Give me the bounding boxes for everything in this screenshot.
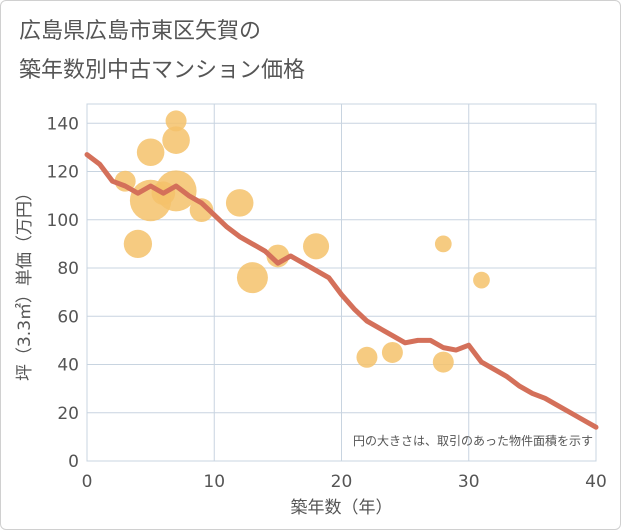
chart-title-line-1: 広島県広島市東区矢賀の xyxy=(19,19,262,44)
y-tick-label: 0 xyxy=(68,452,79,472)
x-tick-label: 40 xyxy=(585,472,607,492)
data-bubble xyxy=(123,229,153,259)
data-bubble xyxy=(432,351,454,373)
data-bubble xyxy=(189,198,214,222)
size-annotation: 円の大きさは、取引のあった物件面積を示す xyxy=(353,433,593,448)
y-tick-label: 20 xyxy=(57,404,79,424)
price-trend-line xyxy=(84,152,599,430)
y-tick-label: 80 xyxy=(57,259,79,279)
chart-title-line-2: 築年数別中古マンション価格 xyxy=(19,58,306,83)
y-tick-label: 100 xyxy=(47,211,79,231)
data-bubble xyxy=(473,271,490,289)
y-tick-labels: 0 20 40 60 80 100 120 140 xyxy=(47,114,79,472)
y-axis-label: 坪（3.3㎡）単価（万円） xyxy=(15,184,35,381)
data-bubble xyxy=(434,235,452,253)
data-bubble xyxy=(225,189,254,217)
y-tick-label: 120 xyxy=(47,163,79,183)
data-bubble xyxy=(303,233,330,260)
x-tick-label: 30 xyxy=(458,472,480,492)
data-bubble xyxy=(381,341,403,363)
x-tick-label: 10 xyxy=(203,472,225,492)
x-tick-label: 0 xyxy=(82,472,93,492)
y-tick-label: 60 xyxy=(57,307,79,327)
data-bubble xyxy=(165,110,187,132)
data-bubble xyxy=(356,346,378,368)
x-axis-label: 築年数（年） xyxy=(291,498,393,518)
x-tick-label: 20 xyxy=(331,472,353,492)
y-tick-label: 40 xyxy=(57,356,79,376)
data-bubble xyxy=(155,170,197,212)
y-tick-label: 140 xyxy=(47,114,79,134)
data-bubble xyxy=(136,138,165,167)
data-bubble xyxy=(162,126,190,154)
data-bubble xyxy=(236,262,268,294)
x-tick-labels: 0 10 20 30 40 xyxy=(82,472,607,492)
